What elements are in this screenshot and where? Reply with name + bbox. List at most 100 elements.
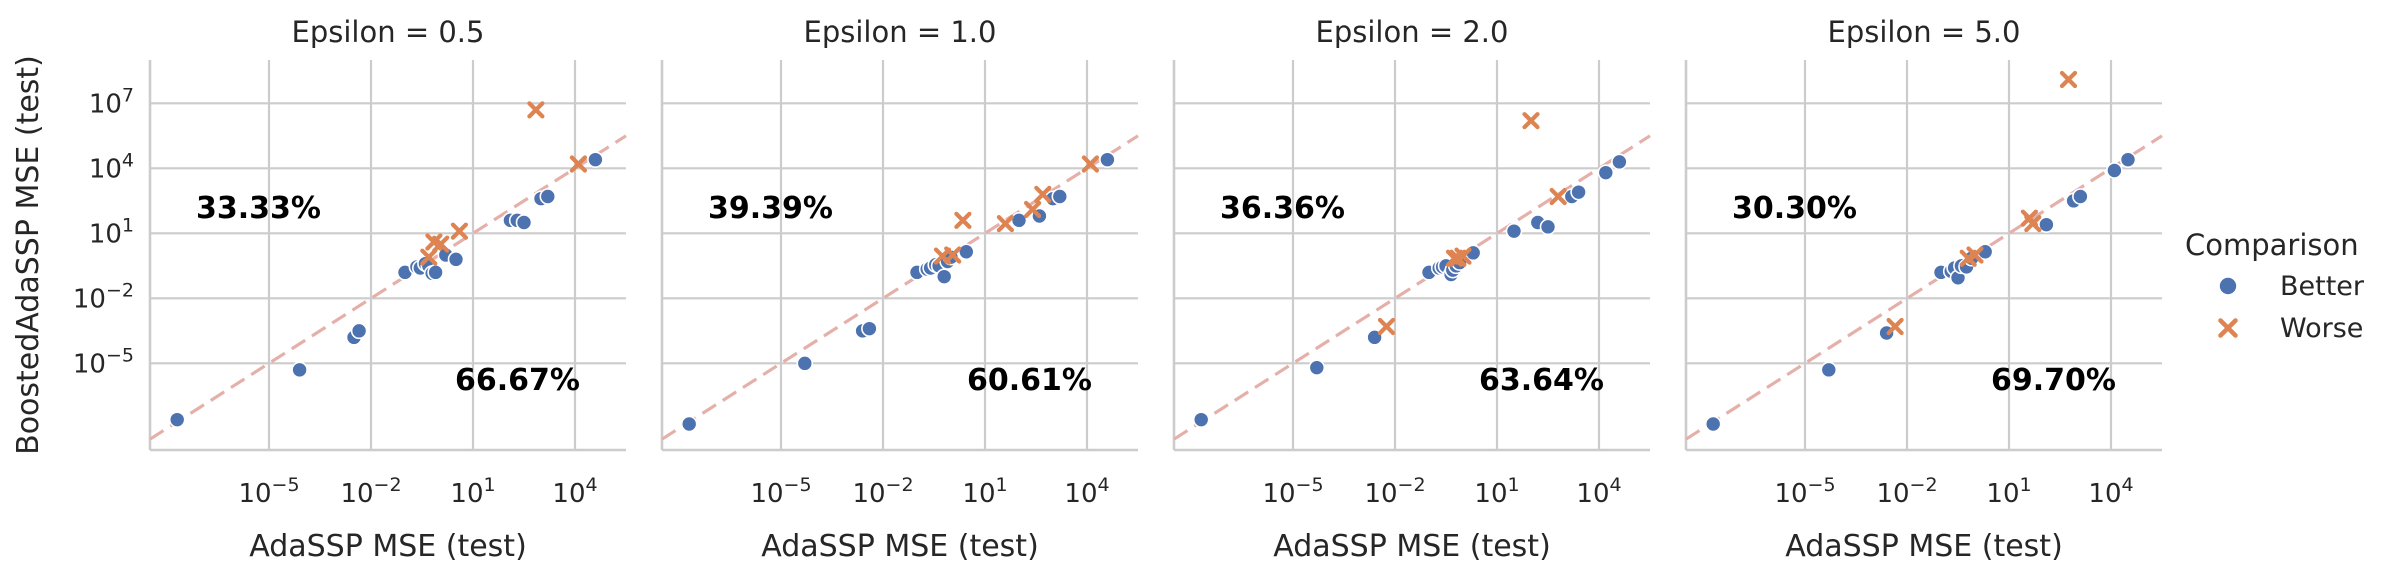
point-better (539, 188, 557, 205)
reference-line (661, 134, 1139, 441)
panel-epsilon-1: Epsilon = 0.5 33.33% 66.67% 10−5 10−2 101 104 1… (73, 15, 627, 564)
point-better (1051, 188, 1069, 205)
legend-label: Better (2280, 271, 2365, 302)
point-better (1505, 222, 1523, 240)
upper-percent-label: 39.39% (708, 191, 833, 226)
x-tick-label: 10−5 (1262, 474, 1323, 509)
x-tick-label: 10−5 (1774, 474, 1835, 509)
point-worse (1377, 317, 1396, 336)
point-worse (569, 155, 587, 173)
point-better (2106, 162, 2123, 179)
upper-percent-label: 30.30% (1732, 191, 1857, 226)
reference-line (1685, 134, 2163, 441)
point-better (168, 411, 186, 428)
reference-line (1173, 134, 1651, 441)
legend-title: Comparison (2185, 228, 2359, 262)
y-axis-label: BoostedAdaSSP MSE (test) (11, 55, 46, 455)
point-better (1192, 411, 1210, 428)
x-tick-label: 10−2 (852, 474, 913, 509)
x-axis-label: AdaSSP MSE (test) (1273, 529, 1551, 564)
legend: Comparison Better Worse (2185, 228, 2365, 344)
lower-percent-label: 60.61% (967, 363, 1092, 398)
point-worse (1522, 112, 1540, 130)
point-worse (1034, 185, 1052, 203)
point-worse (2024, 214, 2042, 233)
point-worse (1081, 155, 1099, 173)
x-tick-label: 10−5 (750, 474, 811, 509)
point-better (1570, 183, 1587, 201)
point-better (350, 322, 368, 340)
point-better (861, 320, 878, 337)
x-tick-label: 104 (552, 474, 597, 509)
point-worse (1886, 317, 1904, 336)
facet-title: Epsilon = 5.0 (1828, 15, 2021, 49)
point-better (1820, 361, 1838, 379)
point-better (957, 243, 975, 261)
upper-percent-label: 36.36% (1220, 191, 1345, 226)
x-tick-label: 10−2 (340, 474, 401, 509)
point-better (1611, 153, 1628, 171)
point-better (796, 355, 814, 372)
x-tick-label: 104 (2088, 474, 2133, 509)
x-tick-label: 101 (1986, 474, 2031, 509)
point-worse (527, 101, 545, 119)
point-better (291, 361, 308, 379)
legend-label: Worse (2280, 313, 2363, 344)
point-better (1704, 415, 1722, 433)
legend-marker-better (2218, 276, 2238, 296)
x-tick-label: 101 (962, 474, 1007, 509)
point-better (587, 151, 604, 168)
x-tick-label: 101 (1474, 474, 1519, 509)
panel-epsilon-3: Epsilon = 2.0 36.36% 63.64% 10−5 10−2 101 104 A… (1172, 15, 1651, 564)
point-worse (996, 214, 1014, 233)
facet-title: Epsilon = 1.0 (804, 15, 997, 49)
x-tick-label: 104 (1576, 474, 1621, 509)
point-better (427, 264, 444, 281)
panel-epsilon-2: Epsilon = 1.0 39.39% 60.61% 10−5 10−2 101 104 A… (660, 15, 1139, 564)
x-tick-label: 10−5 (238, 474, 299, 509)
point-worse (954, 211, 972, 229)
point-better (2038, 216, 2055, 233)
point-worse (944, 246, 962, 264)
y-tick-label: 107 (89, 84, 134, 119)
x-tick-label: 101 (450, 474, 495, 509)
point-worse (420, 248, 438, 266)
y-tick-label: 101 (89, 214, 134, 249)
y-tick-label: 10−5 (73, 344, 134, 379)
point-worse (2059, 70, 2078, 89)
point-better (680, 415, 698, 433)
upper-percent-label: 33.33% (196, 191, 321, 226)
point-better (2072, 188, 2089, 205)
panel-epsilon-4: Epsilon = 5.0 30.30% 69.70% 10−5 10−2 101 104 A… (1684, 15, 2163, 564)
point-worse (432, 235, 450, 253)
y-tick-label: 104 (89, 149, 134, 184)
point-worse (450, 222, 468, 240)
point-better (1099, 151, 1116, 168)
lower-percent-label: 63.64% (1479, 363, 1604, 398)
point-better (447, 251, 465, 268)
point-better (1597, 164, 1615, 181)
facet-title: Epsilon = 0.5 (292, 15, 485, 49)
x-axis-label: AdaSSP MSE (test) (249, 529, 527, 564)
x-axis-label: AdaSSP MSE (test) (761, 529, 1039, 564)
facet-title: Epsilon = 2.0 (1316, 15, 1509, 49)
point-better (1539, 218, 1557, 236)
lower-percent-label: 69.70% (1991, 363, 2116, 398)
x-tick-label: 10−2 (1876, 474, 1937, 509)
point-better (2119, 151, 2137, 168)
point-worse (1549, 187, 1567, 206)
legend-marker-worse (2218, 318, 2238, 338)
point-worse (1966, 246, 1984, 264)
point-better (935, 268, 953, 285)
point-better (515, 214, 533, 231)
point-better (1308, 359, 1326, 376)
x-tick-label: 104 (1064, 474, 1109, 509)
reference-line (149, 134, 627, 441)
point-worse (1454, 247, 1472, 265)
point-worse (1023, 200, 1042, 219)
x-axis-label: AdaSSP MSE (test) (1785, 529, 2063, 564)
y-tick-label: 10−2 (73, 279, 134, 314)
lower-percent-label: 66.67% (455, 363, 580, 398)
x-tick-label: 10−2 (1364, 474, 1425, 509)
